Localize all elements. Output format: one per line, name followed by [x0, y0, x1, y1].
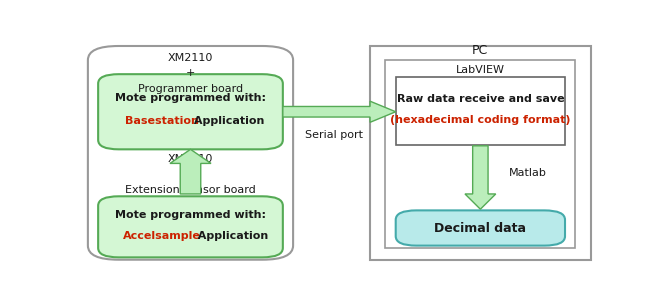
Text: PC: PC — [472, 44, 489, 57]
Bar — [396, 77, 565, 145]
FancyBboxPatch shape — [98, 74, 283, 149]
Text: Serial port: Serial port — [305, 130, 363, 140]
Text: Raw data receive and save: Raw data receive and save — [397, 94, 564, 104]
Polygon shape — [170, 149, 211, 194]
Bar — [385, 60, 575, 248]
Text: Mote programmed with:: Mote programmed with: — [115, 93, 266, 103]
Text: XM2110: XM2110 — [167, 53, 213, 63]
FancyBboxPatch shape — [396, 210, 565, 246]
Text: Programmer board: Programmer board — [138, 84, 243, 94]
Text: Application: Application — [190, 231, 268, 241]
Text: Decimal data: Decimal data — [434, 221, 526, 235]
Text: Basestation: Basestation — [125, 116, 199, 126]
Text: +: + — [186, 169, 195, 179]
Text: Accelsample: Accelsample — [123, 231, 201, 241]
Text: XM2110: XM2110 — [167, 154, 213, 164]
Text: LabVIEW: LabVIEW — [456, 65, 505, 75]
FancyBboxPatch shape — [88, 46, 293, 260]
Text: Mote programmed with:: Mote programmed with: — [115, 210, 266, 220]
Polygon shape — [283, 101, 396, 122]
Text: Matlab: Matlab — [508, 168, 546, 178]
Bar — [370, 46, 591, 260]
Text: +: + — [186, 68, 195, 78]
Text: Application: Application — [190, 116, 265, 126]
FancyBboxPatch shape — [98, 196, 283, 257]
Polygon shape — [465, 146, 496, 209]
Text: (hexadecimal coding format): (hexadecimal coding format) — [390, 115, 571, 125]
Text: Extension sensor board: Extension sensor board — [125, 185, 256, 195]
